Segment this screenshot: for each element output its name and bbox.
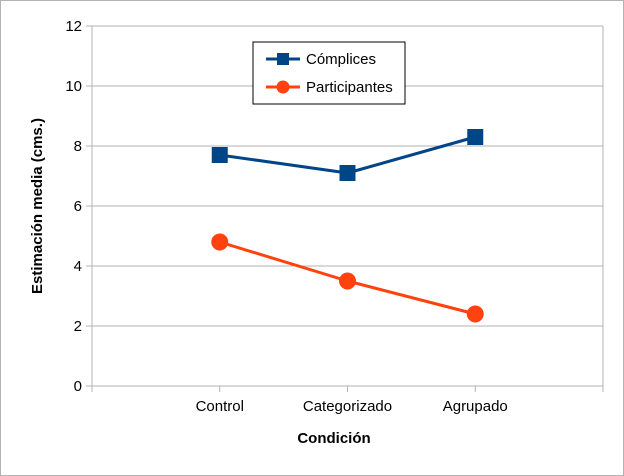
x-tick-label-1: Categorizado bbox=[303, 398, 392, 415]
legend: Cómplices Participantes bbox=[252, 41, 406, 105]
data-point-0-1 bbox=[339, 165, 356, 181]
y-tick-label-6: 12 bbox=[65, 18, 82, 35]
y-tick-label-5: 10 bbox=[65, 78, 82, 95]
data-point-1-1 bbox=[339, 272, 356, 290]
x-tick-label-0: Control bbox=[196, 398, 244, 415]
y-axis-title: Estimación media (cms.) bbox=[29, 118, 46, 294]
data-point-1-0 bbox=[211, 233, 229, 251]
y-tick-label-1: 2 bbox=[74, 318, 82, 335]
series-layer bbox=[211, 129, 484, 323]
data-point-0-2 bbox=[467, 129, 484, 145]
data-point-0-0 bbox=[211, 147, 228, 163]
y-tick-label-3: 6 bbox=[74, 198, 82, 215]
x-tick-label-2: Agrupado bbox=[443, 398, 508, 415]
axes: 0 2 4 6 8 10 12 Control Categorizado Agrupado bbox=[65, 18, 604, 415]
legend-label-1: Participantes bbox=[306, 79, 393, 96]
y-tick-label-2: 4 bbox=[74, 258, 82, 275]
legend-box bbox=[252, 41, 406, 105]
data-point-1-2 bbox=[466, 305, 484, 323]
legend-marker-0 bbox=[277, 53, 289, 65]
y-tick-label-4: 8 bbox=[74, 138, 82, 155]
x-axis-title: Condición bbox=[297, 430, 370, 447]
y-tick-label-0: 0 bbox=[74, 378, 82, 395]
legend-marker-1 bbox=[276, 80, 290, 94]
legend-label-0: Cómplices bbox=[306, 51, 376, 68]
